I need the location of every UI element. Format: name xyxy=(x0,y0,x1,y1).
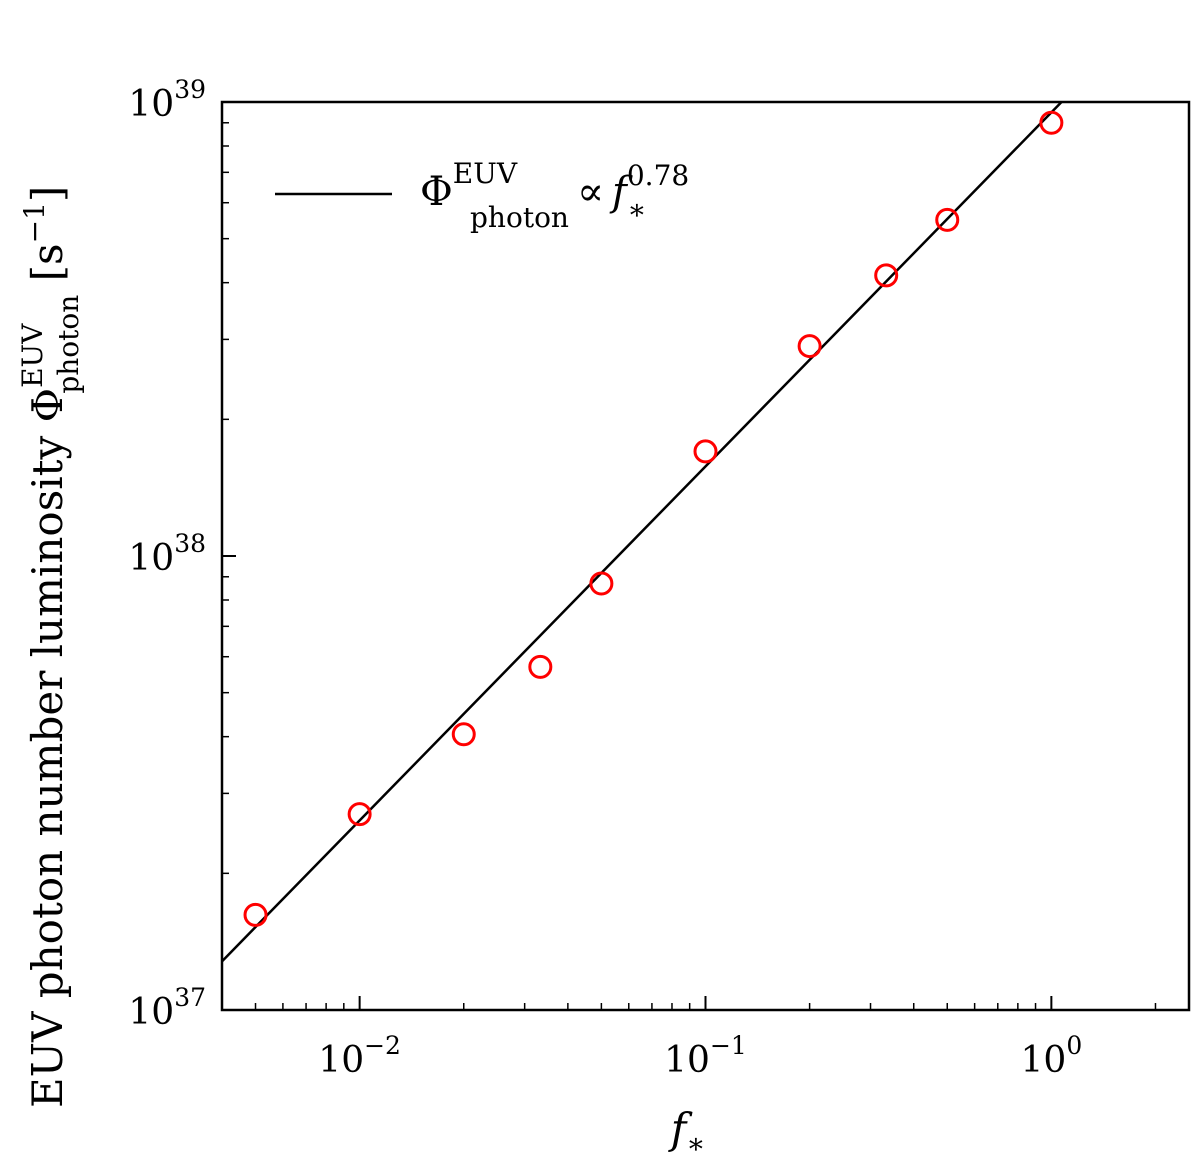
fit-line xyxy=(221,101,1063,963)
x-axis-title: f∗ xyxy=(668,1104,706,1160)
y-tick-exp: 39 xyxy=(174,75,206,104)
y-axis-title-sup: EUV xyxy=(16,323,49,388)
y-tick-label: 1037 xyxy=(128,983,206,1033)
legend-var-sup: 0.78 xyxy=(627,159,689,192)
legend-symbol: Φ xyxy=(420,169,453,215)
plot-frame xyxy=(220,100,1191,1012)
data-point xyxy=(347,802,372,827)
x-tick-base: 10 xyxy=(664,1040,710,1081)
legend-label: ΦEUV photon∝ f0.78 ∗ xyxy=(420,157,689,234)
x-tick-base: 10 xyxy=(1021,1040,1067,1081)
data-point xyxy=(589,571,614,596)
legend-prop: ∝ xyxy=(577,169,604,215)
x-tick-base: 10 xyxy=(318,1040,364,1081)
data-point xyxy=(1039,110,1064,135)
data-point xyxy=(528,654,553,679)
y-axis-title-unit-sup: −1 xyxy=(18,202,51,243)
data-point xyxy=(693,439,718,464)
data-point xyxy=(935,207,960,232)
x-tick-label: 10−1 xyxy=(664,1031,747,1081)
y-tick-exp: 37 xyxy=(174,983,206,1012)
legend-sup: EUV xyxy=(453,157,518,190)
legend-sub: photon xyxy=(470,201,569,234)
data-point xyxy=(797,334,822,359)
y-tick-label: 1038 xyxy=(128,529,206,579)
y-tick-base: 10 xyxy=(128,538,174,579)
y-axis-title: EUV photon number luminosity ΦEUV photon … xyxy=(16,186,85,1108)
x-axis-ticks: 10−2 10−1 100 xyxy=(221,996,1157,1081)
y-axis-title-unit-open: [s xyxy=(23,243,72,294)
legend-var-sub: ∗ xyxy=(627,193,646,226)
x-tick-label: 10−2 xyxy=(318,1031,401,1081)
x-tick-label: 100 xyxy=(1021,1031,1083,1081)
x-tick-exp: 0 xyxy=(1066,1031,1082,1060)
data-point xyxy=(874,263,899,288)
y-tick-exp: 38 xyxy=(174,529,206,558)
data-point xyxy=(243,902,268,927)
data-point xyxy=(451,722,476,747)
y-axis-title-unit-close: ] xyxy=(23,186,72,202)
x-tick-exp: −1 xyxy=(710,1031,747,1060)
y-axis-title-symbol: Φ xyxy=(23,388,72,422)
y-tick-base: 10 xyxy=(128,992,174,1033)
x-axis-title-sub: ∗ xyxy=(686,1127,705,1160)
y-axis-title-sub: photon xyxy=(52,295,85,394)
x-tick-exp: −2 xyxy=(364,1031,401,1060)
y-axis-title-prefix: EUV photon number luminosity xyxy=(23,422,72,1108)
y-tick-label: 1039 xyxy=(128,75,206,125)
series-layer xyxy=(221,101,1064,963)
legend: ΦEUV photon∝ f0.78 ∗ xyxy=(275,157,689,234)
y-tick-base: 10 xyxy=(128,84,174,125)
